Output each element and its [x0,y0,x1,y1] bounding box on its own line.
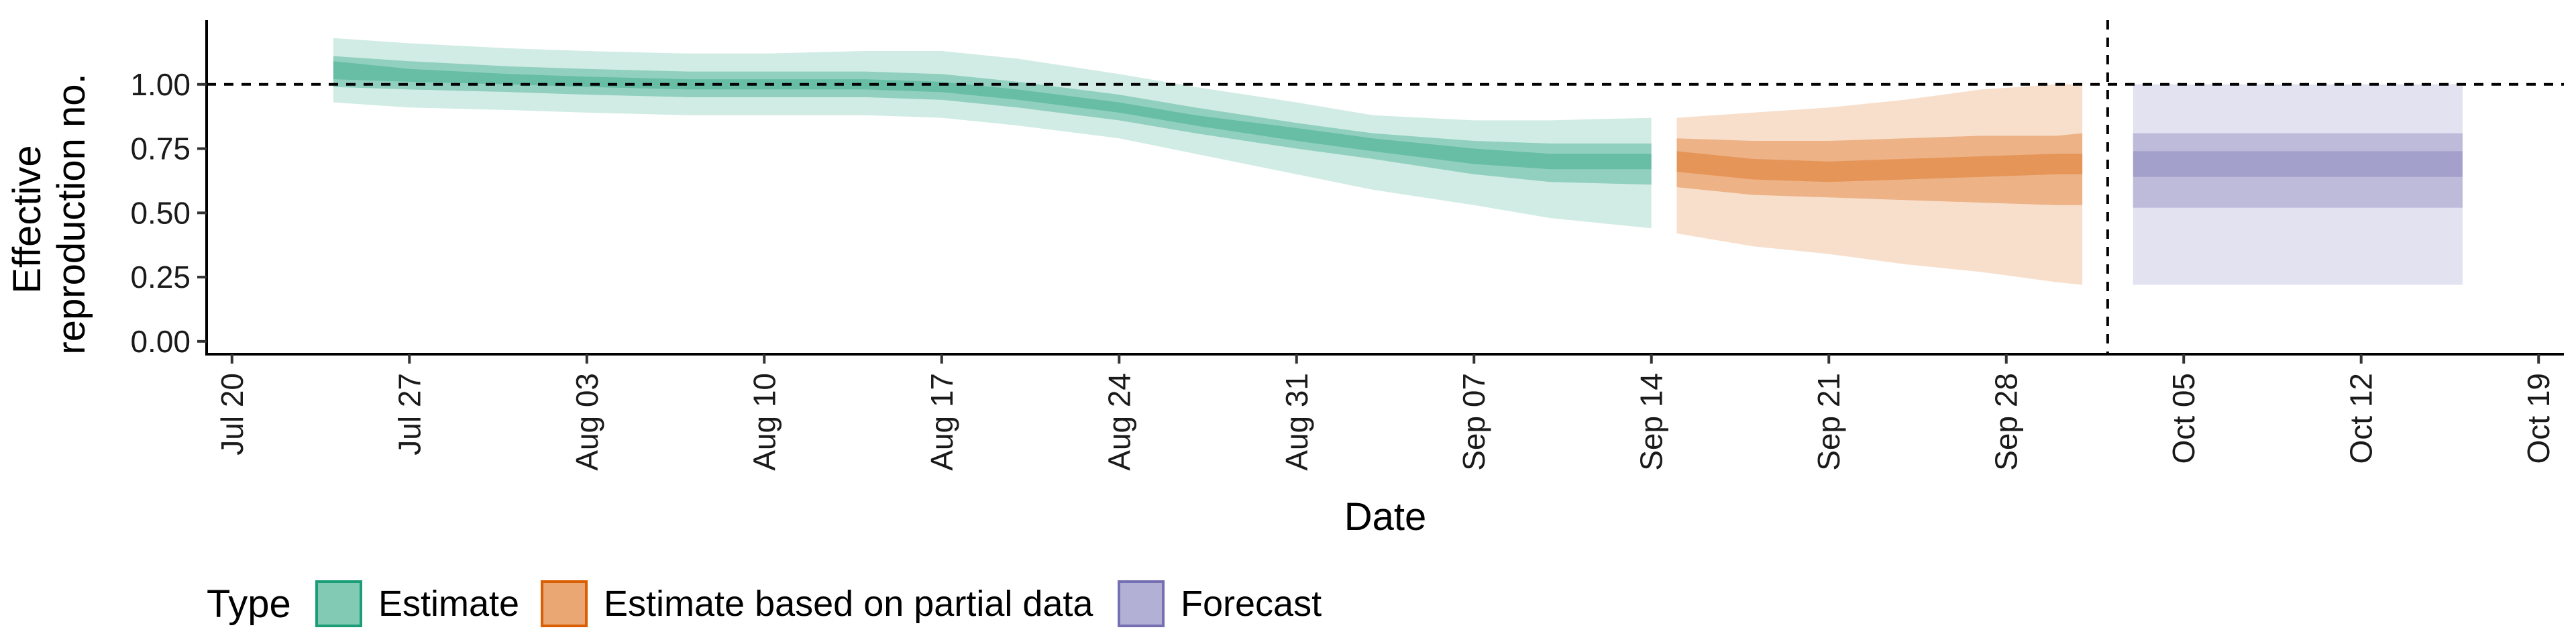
x-tick-label: Oct 19 [2521,373,2556,464]
y-axis-title: Effective reproduction no. [5,73,93,354]
x-tick-label: Sep 07 [1456,373,1491,471]
legend-swatch-estimate [315,580,362,627]
credible-interval-bands [333,38,2463,285]
estimate-based-on-partial-data-band-50 [1676,133,2083,205]
legend-label-forecast: Forecast [1181,584,1322,624]
y-tick-label: 0.25 [130,260,191,294]
forecast-band-90 [2133,84,2463,285]
y-axis-title-line-1: Effective [5,145,49,293]
tick-labels: 0.00 0.25 0.50 0.75 1.00 Jul 20 Jul 27 Aug 03 Au… [130,67,2556,471]
y-tick-label: 1.00 [130,67,191,102]
x-tick-label: Aug 03 [570,373,604,471]
forecast-band-50 [2133,133,2463,208]
legend-label-estimate: Estimate [378,584,519,624]
y-tick-label: 0.75 [130,131,191,166]
legend-item-estimate-based-on-partial-data: Estimate based on partial data [541,580,1093,627]
x-tick-label: Jul 20 [215,373,250,455]
x-tick-label: Aug 17 [924,373,959,471]
y-tick-label: 0.50 [130,195,191,230]
x-tick-label: Sep 14 [1634,373,1669,471]
legend-item-forecast: Forecast [1118,580,1322,627]
legend-title: Type [207,582,291,626]
reference-lines [207,20,2564,354]
forecast-band-20 [2133,151,2463,177]
estimate-band-20 [333,61,1652,170]
estimate-based-on-partial-data-band-90 [1676,84,2083,285]
axes [197,20,2564,364]
legend-label-estimate-based-on-partial-data: Estimate based on partial data [604,584,1093,624]
x-axis-title: Date [1344,495,1427,539]
x-tick-label: Oct 12 [2344,373,2379,464]
y-tick-label: 0.00 [130,324,191,359]
legend: Type Estimate Estimate based on partial d… [207,580,1322,627]
x-tick-label: Aug 10 [747,373,782,471]
x-tick-label: Sep 28 [1989,373,2024,471]
x-tick-label: Aug 24 [1102,373,1136,471]
estimate-band-90 [333,38,1652,229]
legend-item-estimate: Estimate [315,580,519,627]
x-tick-label: Jul 27 [392,373,427,455]
estimate-based-on-partial-data-band-20 [1676,151,2083,182]
x-tick-label: Aug 31 [1279,373,1314,471]
x-tick-label: Oct 05 [2166,373,2201,464]
x-tick-label: Sep 21 [1811,373,1846,471]
y-axis-title-line-2: reproduction no. [50,73,93,354]
legend-swatch-forecast [1118,580,1165,627]
estimate-band-50 [333,56,1652,185]
legend-swatch-estimate-based-on-partial-data [541,580,588,627]
